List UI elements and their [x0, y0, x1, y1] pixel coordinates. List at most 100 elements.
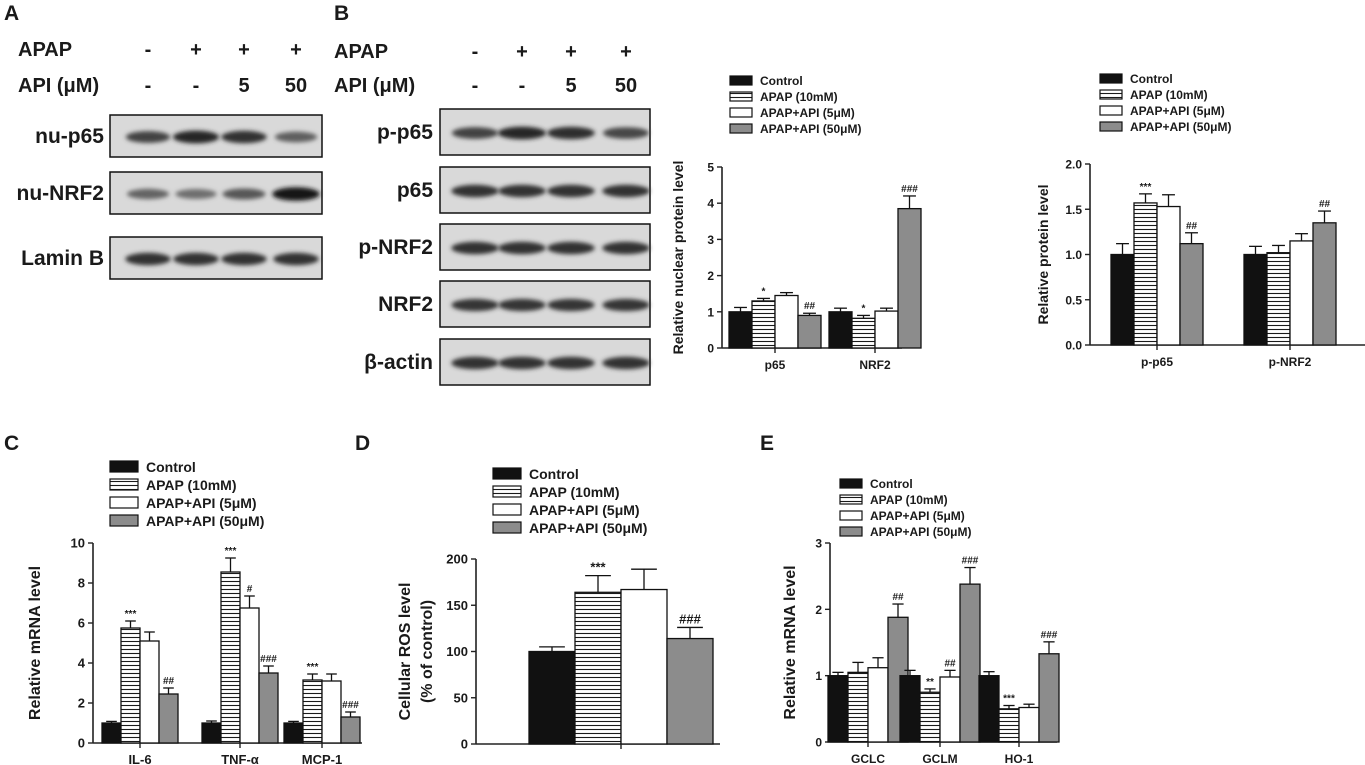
panel-label-e: E	[760, 432, 774, 455]
blot-band	[273, 252, 319, 266]
chart-antioxidant-mrna: Control APAP (10mM) APAP+API (5μM) APAP+API…	[782, 477, 1060, 765]
legend-label-apap-api-5-m: APAP+API (5μM)	[146, 495, 257, 511]
bar-apap-api-50-m-mcp-1	[340, 716, 361, 744]
treatment-value: +	[516, 41, 528, 63]
y-tick-label: 1.0	[1065, 248, 1082, 262]
y-axis-title: Cellular ROS level	[397, 583, 414, 721]
y-axis-title: Relative mRNA level	[782, 565, 799, 719]
treatment-value: +	[565, 41, 577, 63]
bar-apap-api-50-m-il-6	[158, 693, 179, 744]
bar-apap-api-50-m-gclm	[959, 583, 981, 743]
y-tick-label: 1.5	[1065, 203, 1082, 217]
blot-row-label: nu-NRF2	[17, 182, 105, 205]
treatment-value: -	[193, 75, 200, 97]
significance-marker: ###	[679, 611, 701, 626]
chart-nuclear-protein: Control APAP (10mM) APAP+API (5μM) APAP+API…	[670, 74, 922, 372]
bar-apap-api-5-m-p-p65	[1156, 205, 1181, 346]
bar-control-p65	[728, 311, 753, 349]
blot-band	[222, 188, 266, 200]
legend-swatch-apap-10mm	[492, 485, 522, 498]
bar-apap-10mm-gclc	[847, 671, 869, 743]
chart-inflammatory-mrna: Control APAP (10mM) APAP+API (5μM) APAP+API…	[27, 459, 362, 765]
chart-cellular-ros: Control APAP (10mM) APAP+API (5μM) APAP+API…	[397, 466, 720, 752]
y-tick-label: 4	[707, 197, 714, 211]
y-tick-label: 0	[707, 342, 714, 356]
legend-swatch-control	[1099, 73, 1123, 84]
x-category-label: MCP-1	[302, 752, 342, 765]
legend-swatch-apap-api-50-m	[492, 521, 522, 534]
treatment-value: -	[145, 39, 152, 61]
blot-band	[547, 241, 595, 255]
significance-marker: ***	[1003, 694, 1015, 705]
blot-band	[125, 252, 171, 266]
legend-swatch-control	[109, 460, 139, 473]
y-axis-title: Relative mRNA level	[27, 566, 44, 720]
bar-control-nrf2	[828, 311, 853, 349]
y-tick-label: 8	[78, 576, 85, 591]
bar-apap-api-5-m-p-nrf2	[1289, 240, 1314, 346]
legend-label-apap-api-5-m: APAP+API (5μM)	[529, 502, 640, 518]
x-category-label: IL-6	[128, 752, 151, 765]
bar-apap-api-5-m-ho-1	[1018, 706, 1040, 743]
y-tick-label: 200	[446, 552, 468, 567]
legend-label-control: Control	[529, 466, 579, 482]
blot-band	[451, 356, 499, 370]
bar-apap-10mm-p-nrf2	[1266, 252, 1291, 346]
significance-marker: ###	[342, 700, 359, 711]
bar-apap-api-50-m-nrf2	[897, 207, 922, 349]
chart-relative-protein: Control APAP (10mM) APAP+API (5μM) APAP+API…	[1035, 72, 1365, 369]
blot-band	[451, 127, 499, 139]
bar-apap-10mm-ho-1	[998, 708, 1020, 743]
treatment-value: 5	[565, 75, 576, 97]
x-category-label: p-p65	[1141, 355, 1173, 369]
y-tick-label: 0	[78, 736, 85, 751]
bar-apap-api-5-m-gclc	[867, 667, 889, 743]
blot-band	[602, 298, 650, 312]
significance-marker: ##	[1319, 199, 1331, 210]
blot-band	[602, 241, 650, 255]
blot-band	[125, 131, 171, 143]
x-category-label: NRF2	[859, 358, 891, 372]
bar-control-gclm	[899, 675, 921, 743]
blot-band	[126, 188, 170, 200]
blot-band	[547, 184, 595, 198]
y-tick-label: 10	[71, 536, 85, 551]
significance-marker: ###	[1041, 630, 1058, 641]
legend-label-control: Control	[1130, 72, 1173, 86]
x-category-label: TNF-α	[221, 752, 259, 765]
bar-apap-api-5-m-gclm	[939, 676, 961, 743]
legend-swatch-control	[839, 478, 863, 489]
panel-label-a: A	[4, 2, 19, 25]
legend-label-apap-api-5-m: APAP+API (5μM)	[870, 509, 965, 523]
blot-band	[498, 241, 546, 255]
legend-swatch-control	[729, 75, 753, 86]
bar-apap-10mm-p65	[751, 300, 776, 349]
x-category-label: p65	[765, 358, 786, 372]
treatment-label: API (μM)	[334, 75, 415, 97]
bar-apap-api-5-m-nrf2	[874, 310, 899, 349]
blot-row-label: NRF2	[378, 293, 433, 316]
blot-band	[547, 356, 595, 370]
legend-label-apap-10mm: APAP (10mM)	[529, 484, 620, 500]
blot-band	[451, 241, 499, 255]
significance-marker: *	[862, 303, 866, 314]
blot-band	[547, 126, 595, 140]
treatment-value: -	[472, 75, 479, 97]
legend-swatch-control	[492, 467, 522, 480]
blot-row-label: p-NRF2	[358, 236, 433, 259]
y-tick-label: 1	[707, 305, 714, 319]
significance-marker: ##	[944, 658, 956, 669]
y-axis-title: (% of control)	[419, 600, 436, 703]
treatment-value: 5	[238, 75, 249, 97]
blot-band	[602, 184, 650, 198]
blot-band	[272, 187, 320, 201]
significance-marker: ##	[892, 592, 904, 603]
blot-band	[173, 252, 219, 266]
bar-apap-10mm-il-6	[120, 627, 141, 744]
blot-band	[175, 189, 217, 199]
bar-apap-api-50-m-p65	[797, 314, 822, 349]
y-tick-label: 1	[815, 669, 822, 683]
bar-apap-10mm-gclm	[919, 691, 941, 743]
legend-swatch-apap-10mm	[1099, 89, 1123, 100]
